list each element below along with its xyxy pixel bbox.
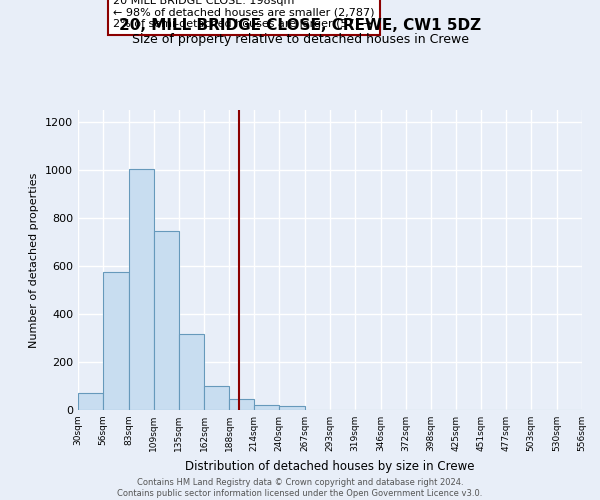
Bar	[78, 393, 103, 410]
X-axis label: Distribution of detached houses by size in Crewe: Distribution of detached houses by size …	[185, 460, 475, 472]
Text: 20 MILL BRIDGE CLOSE: 198sqm
← 98% of detached houses are smaller (2,787)
2% of : 20 MILL BRIDGE CLOSE: 198sqm ← 98% of de…	[113, 0, 375, 29]
Bar	[154, 231, 179, 410]
Bar	[254, 405, 279, 410]
Text: 20, MILL BRIDGE CLOSE, CREWE, CW1 5DZ: 20, MILL BRIDGE CLOSE, CREWE, CW1 5DZ	[119, 18, 481, 32]
Y-axis label: Number of detached properties: Number of detached properties	[29, 172, 40, 348]
Bar	[279, 406, 305, 410]
Bar	[205, 386, 229, 410]
Bar	[129, 169, 154, 410]
Bar	[103, 272, 129, 410]
Bar	[229, 399, 254, 410]
Text: Contains HM Land Registry data © Crown copyright and database right 2024.
Contai: Contains HM Land Registry data © Crown c…	[118, 478, 482, 498]
Text: Size of property relative to detached houses in Crewe: Size of property relative to detached ho…	[131, 32, 469, 46]
Bar	[179, 334, 205, 410]
